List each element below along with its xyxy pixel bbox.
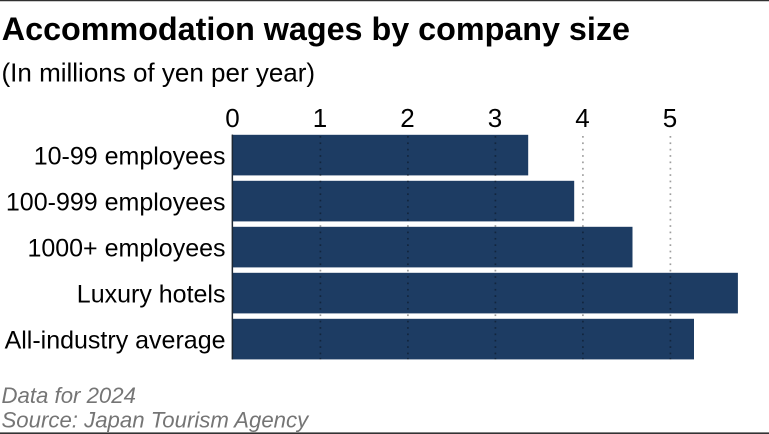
svg-text:1000+ employees: 1000+ employees bbox=[27, 234, 225, 262]
svg-text:10-99 employees: 10-99 employees bbox=[34, 142, 226, 170]
svg-text:4: 4 bbox=[575, 103, 589, 133]
svg-text:5: 5 bbox=[663, 103, 677, 133]
svg-text:0: 0 bbox=[225, 103, 239, 133]
svg-text:(In millions of yen per year): (In millions of yen per year) bbox=[2, 57, 316, 87]
svg-text:All-industry average: All-industry average bbox=[5, 326, 226, 354]
svg-text:3: 3 bbox=[488, 103, 502, 133]
svg-text:Accommodation wages by company: Accommodation wages by company size bbox=[2, 11, 630, 47]
svg-text:Data for 2024: Data for 2024 bbox=[2, 383, 136, 408]
svg-text:1: 1 bbox=[313, 103, 327, 133]
svg-text:Luxury hotels: Luxury hotels bbox=[77, 280, 226, 308]
svg-text:Source: Japan Tourism Agency: Source: Japan Tourism Agency bbox=[2, 408, 311, 433]
svg-text:100-999 employees: 100-999 employees bbox=[6, 188, 226, 216]
svg-text:2: 2 bbox=[400, 103, 414, 133]
